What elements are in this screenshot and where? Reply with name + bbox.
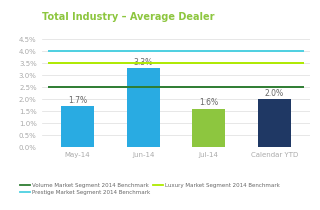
Text: 1.6%: 1.6% xyxy=(199,98,218,107)
Text: 1.7%: 1.7% xyxy=(68,96,87,105)
Bar xyxy=(192,109,225,147)
Text: 2.0%: 2.0% xyxy=(265,89,284,98)
Bar xyxy=(61,106,94,147)
Text: Total Industry – Average Dealer: Total Industry – Average Dealer xyxy=(42,12,214,22)
Text: 3.3%: 3.3% xyxy=(133,58,153,67)
Bar xyxy=(258,99,291,147)
Legend: Volume Market Segment 2014 Benchmark, Prestige Market Segment 2014 Benchmark, Lu: Volume Market Segment 2014 Benchmark, Pr… xyxy=(18,181,282,197)
Bar xyxy=(127,68,160,147)
